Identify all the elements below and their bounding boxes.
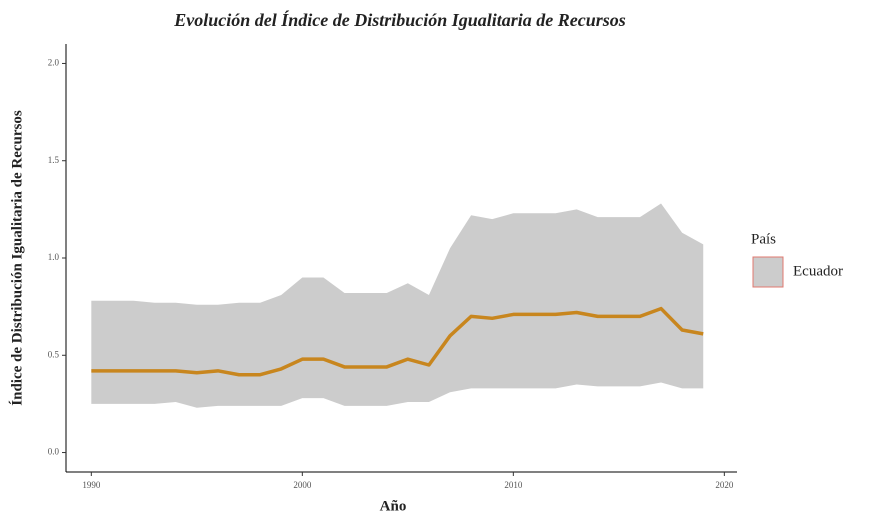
y-tick-label: 1.5 — [48, 155, 60, 165]
ribbon — [91, 203, 704, 408]
x-tick-label: 1990 — [82, 480, 101, 490]
line — [91, 306, 704, 377]
y-tick-label: 1.0 — [48, 252, 60, 262]
legend-key — [752, 256, 784, 288]
y-tick-label: 2.0 — [48, 58, 60, 68]
chart-title: Evolución del Índice de Distribución Igu… — [173, 9, 626, 30]
x-tick-label: 2000 — [293, 480, 312, 490]
x-tick-label: 2010 — [504, 480, 523, 490]
legend-title: País — [751, 231, 776, 247]
legend-label: Ecuador — [793, 263, 843, 279]
x-tick-label: 2020 — [715, 480, 734, 490]
y-tick-label: 0.0 — [48, 447, 60, 457]
y-tick-label: 0.5 — [48, 349, 60, 359]
y-axis-title: Índice de Distribución Igualitaria de Re… — [8, 110, 25, 406]
x-axis-title: Año — [380, 498, 407, 514]
